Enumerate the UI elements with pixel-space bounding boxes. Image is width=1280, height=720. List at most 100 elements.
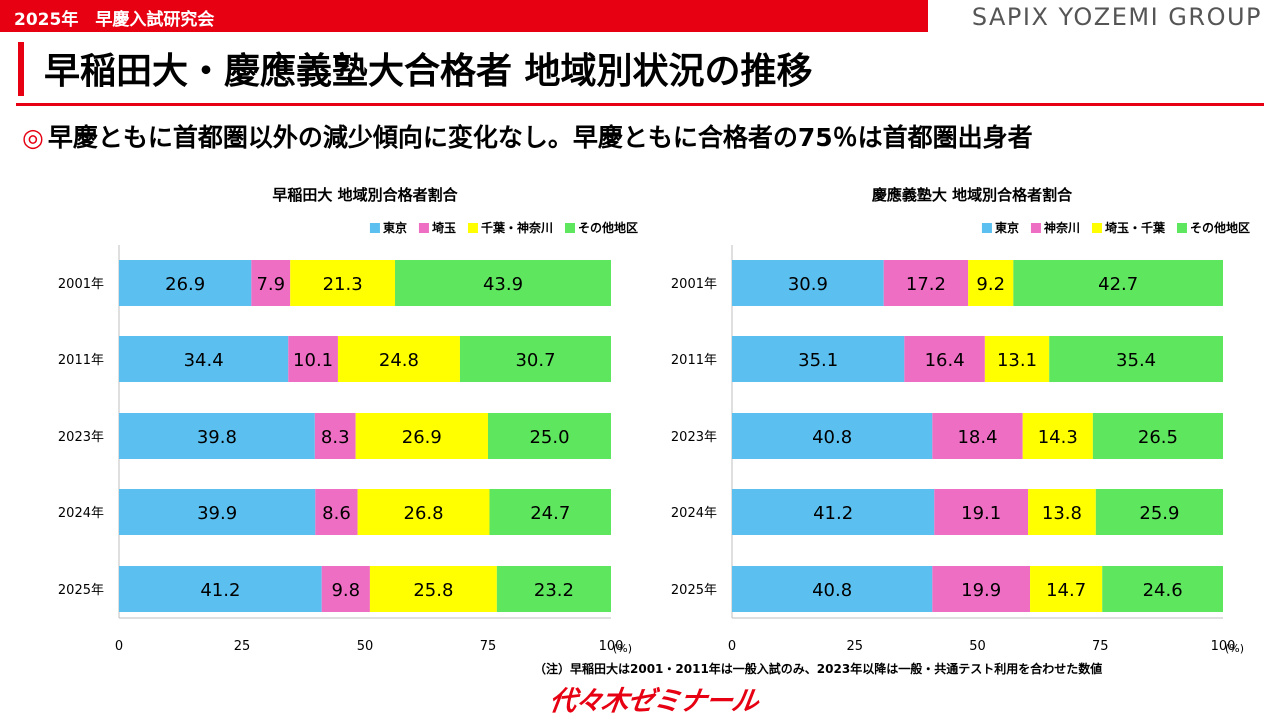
double-circle-icon: ◎	[22, 123, 44, 152]
data-label: 16.4	[925, 350, 965, 371]
bar-segment	[1022, 413, 1093, 459]
x-tick-label: 0	[728, 639, 736, 654]
bar-segment	[337, 336, 460, 382]
footnote: （注）早稲田大は2001・2011年は一般入試のみ、2023年以降は一般・共通テ…	[534, 662, 1103, 676]
x-tick-label: 100	[1211, 639, 1236, 654]
y-category-label: 2024年	[671, 506, 717, 521]
data-label: 17.2	[906, 274, 946, 295]
bar-segment	[732, 566, 933, 612]
y-category-label: 2024年	[58, 506, 104, 521]
data-label: 30.9	[788, 274, 828, 295]
bar-segment	[1030, 566, 1103, 612]
bar-segment	[119, 260, 252, 306]
data-label: 19.9	[961, 580, 1001, 601]
x-tick-label: 100	[599, 639, 624, 654]
bar-segment	[459, 336, 611, 382]
bar-segment	[934, 489, 1029, 535]
data-label: 39.8	[197, 427, 237, 448]
data-label: 25.0	[529, 427, 569, 448]
data-label: 18.4	[957, 427, 997, 448]
bar-segment	[904, 336, 985, 382]
data-label: 19.1	[961, 503, 1001, 524]
data-label: 40.8	[812, 580, 852, 601]
data-label: 7.9	[256, 274, 285, 295]
chart-title: 早稲田大 地域別合格者割合	[272, 186, 458, 204]
data-label: 26.9	[165, 274, 205, 295]
y-category-label: 2001年	[671, 277, 717, 292]
bar-segment	[488, 413, 611, 459]
legend-swatch	[564, 223, 575, 233]
chart-title: 慶應義塾大 地域別合格者割合	[872, 186, 1073, 204]
title-accent-bar	[18, 42, 24, 96]
legend-swatch	[418, 223, 429, 233]
data-label: 13.1	[997, 350, 1037, 371]
data-label: 40.8	[812, 427, 852, 448]
bar-segment	[355, 413, 488, 459]
data-label: 34.4	[184, 350, 224, 371]
data-label: 24.8	[379, 350, 419, 371]
data-label: 30.7	[515, 350, 555, 371]
bar-segment	[357, 489, 490, 535]
bar-segment	[119, 413, 315, 459]
x-tick-label: 75	[480, 639, 497, 654]
bar-segment	[732, 336, 905, 382]
y-category-label: 2025年	[58, 583, 104, 598]
data-label: 39.9	[197, 503, 237, 524]
legend-label: 東京	[995, 220, 1019, 235]
legend-swatch	[1030, 223, 1041, 233]
x-tick-label: 25	[234, 639, 251, 654]
yoyogi-seminar-logo: 代々木ゼミナール	[547, 686, 760, 717]
page-title: 早稲田大・慶應義塾大合格者 地域別状況の推移	[44, 51, 813, 92]
data-label: 24.6	[1143, 580, 1183, 601]
data-label: 26.5	[1138, 427, 1178, 448]
data-label: 8.3	[321, 427, 350, 448]
legend-label: その他地区	[578, 220, 638, 235]
data-label: 8.6	[322, 503, 351, 524]
x-tick-label: 25	[846, 639, 863, 654]
bar-segment	[1095, 489, 1223, 535]
legend-swatch	[369, 223, 380, 233]
bar-segment	[251, 260, 291, 306]
seminar-tag: 2025年 早慶入試研究会	[14, 10, 215, 30]
bar-segment	[288, 336, 338, 382]
x-tick-label: 50	[357, 639, 374, 654]
legend-label: その他地区	[1190, 220, 1250, 235]
legend-swatch	[467, 223, 478, 233]
data-label: 42.7	[1098, 274, 1138, 295]
data-label: 9.2	[976, 274, 1005, 295]
bar-segment	[315, 489, 358, 535]
bar-segment	[119, 489, 316, 535]
data-label: 41.2	[813, 503, 853, 524]
axis-unit-label: (%)	[613, 642, 632, 655]
bar-segment	[369, 566, 497, 612]
x-tick-label: 75	[1092, 639, 1109, 654]
x-tick-label: 0	[115, 639, 123, 654]
bar-segment	[1092, 413, 1223, 459]
bar-segment	[984, 336, 1050, 382]
bar-segment	[732, 489, 935, 535]
data-label: 41.2	[200, 580, 240, 601]
bar-segment	[732, 413, 933, 459]
subtitle: ◎ 早慶ともに首都圏以外の減少傾向に変化なし。早慶ともに合格者の75％は首都圏出身…	[22, 118, 1033, 154]
legend-label: 東京	[383, 220, 407, 235]
x-tick-label: 50	[969, 639, 986, 654]
data-label: 35.1	[798, 350, 838, 371]
legend-label: 埼玉	[432, 220, 456, 235]
data-label: 9.8	[331, 580, 360, 601]
legend-label: 神奈川	[1044, 220, 1080, 235]
bar-segment	[932, 566, 1031, 612]
data-label: 35.4	[1116, 350, 1156, 371]
y-category-label: 2025年	[671, 583, 717, 598]
legend-swatch	[1091, 223, 1102, 233]
bar-segment	[932, 413, 1023, 459]
legend-swatch	[981, 223, 992, 233]
bar-segment	[1013, 260, 1223, 306]
bar-segment	[321, 566, 370, 612]
subtitle-text: 早慶ともに首都圏以外の減少傾向に変化なし。早慶ともに合格者の75％は首都圏出身者	[47, 123, 1033, 152]
bar-segment	[732, 260, 884, 306]
data-label: 10.1	[293, 350, 333, 371]
bar-segment	[1028, 489, 1096, 535]
bar-segment	[1049, 336, 1223, 382]
legend-swatch	[1176, 223, 1187, 233]
